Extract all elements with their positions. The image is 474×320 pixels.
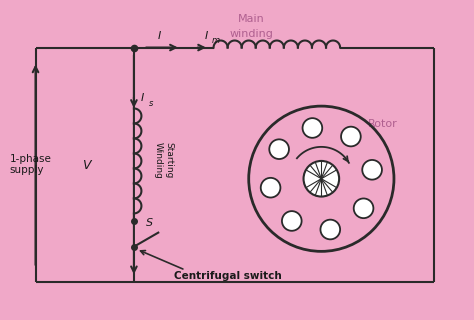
Circle shape xyxy=(261,178,281,197)
Text: winding: winding xyxy=(229,29,273,39)
Circle shape xyxy=(269,139,289,159)
Text: m: m xyxy=(212,36,220,45)
Circle shape xyxy=(303,161,339,196)
Text: I: I xyxy=(205,31,208,41)
Text: Centrifugal switch: Centrifugal switch xyxy=(174,270,282,281)
Text: s: s xyxy=(149,99,154,108)
Circle shape xyxy=(362,160,382,180)
Circle shape xyxy=(320,220,340,239)
Circle shape xyxy=(302,118,322,138)
Text: I: I xyxy=(158,31,161,41)
Text: V: V xyxy=(82,159,91,172)
Text: Starting
Winding: Starting Winding xyxy=(154,142,173,180)
Text: Rotor: Rotor xyxy=(368,119,398,129)
Text: Main: Main xyxy=(237,14,264,24)
Text: I: I xyxy=(141,93,144,103)
Text: S: S xyxy=(146,218,153,228)
Circle shape xyxy=(354,198,374,218)
Circle shape xyxy=(282,211,301,231)
Text: 1-phase
supply: 1-phase supply xyxy=(10,154,52,175)
Circle shape xyxy=(341,127,361,146)
